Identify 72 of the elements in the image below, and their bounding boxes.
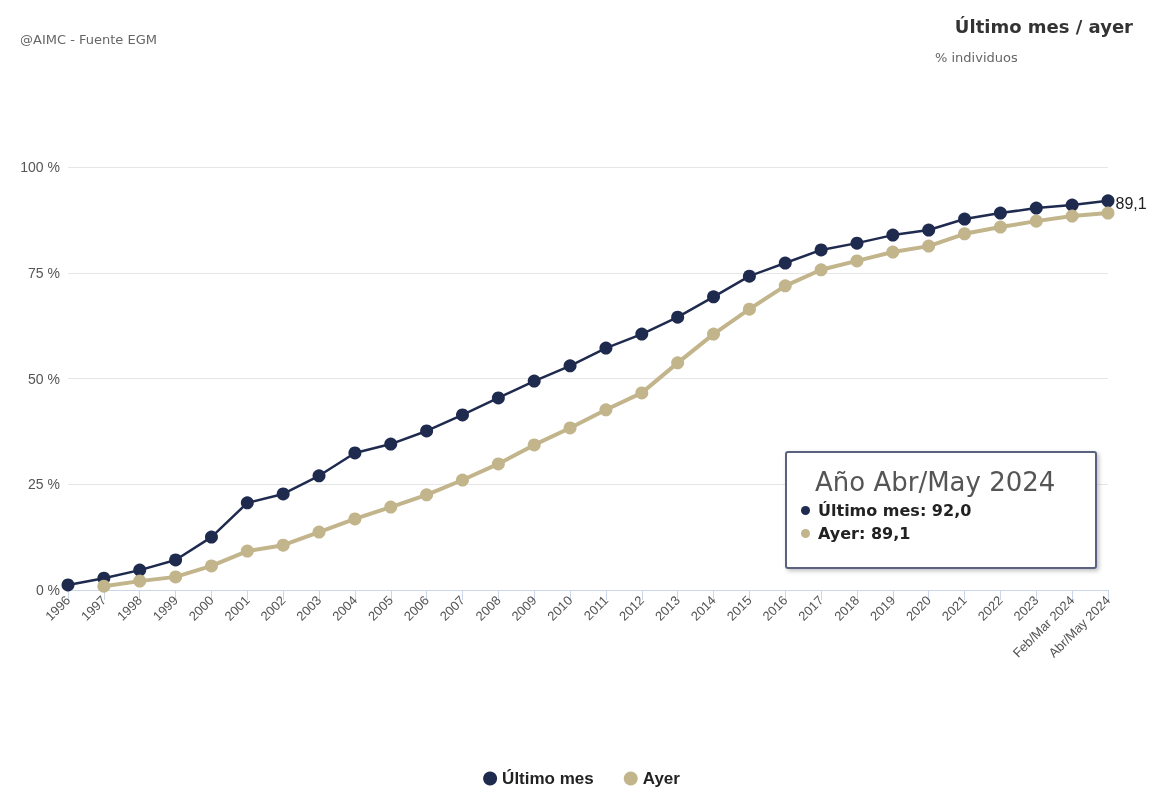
chart-title: Último mes / ayer bbox=[954, 16, 1133, 37]
point bbox=[778, 279, 792, 293]
point bbox=[563, 421, 577, 435]
point bbox=[850, 254, 864, 268]
point bbox=[204, 559, 218, 573]
legend-label: Ayer bbox=[642, 769, 681, 788]
annotation: Último mes: 92,0 bbox=[818, 501, 972, 520]
point bbox=[993, 220, 1007, 234]
point bbox=[850, 236, 864, 250]
point bbox=[169, 553, 183, 567]
point bbox=[491, 457, 505, 471]
point bbox=[1101, 206, 1115, 220]
y-tick-label: 75 % bbox=[28, 264, 60, 281]
point bbox=[814, 243, 828, 257]
point bbox=[456, 473, 469, 487]
point bbox=[169, 570, 183, 584]
point bbox=[204, 530, 218, 544]
point bbox=[707, 290, 721, 304]
point bbox=[742, 269, 756, 283]
point bbox=[384, 437, 398, 451]
y-tick-label: 50 % bbox=[28, 370, 60, 387]
chart-subtitle: % individuos bbox=[935, 50, 1018, 65]
point bbox=[1065, 198, 1079, 212]
point bbox=[922, 239, 936, 253]
point bbox=[671, 356, 685, 370]
point bbox=[1101, 194, 1115, 208]
point bbox=[778, 256, 792, 270]
point bbox=[133, 574, 147, 588]
point bbox=[886, 228, 900, 242]
point bbox=[133, 563, 147, 577]
point bbox=[671, 310, 685, 324]
point bbox=[384, 500, 398, 514]
point bbox=[312, 469, 326, 483]
point bbox=[527, 438, 541, 452]
annotation: Ayer: 89,1 bbox=[818, 524, 911, 543]
point bbox=[814, 263, 828, 277]
point bbox=[240, 544, 254, 558]
text: @AIMC - Fuente EGM bbox=[20, 32, 157, 47]
y-tick-label: 0 % bbox=[35, 582, 60, 598]
point bbox=[635, 327, 649, 341]
point bbox=[958, 227, 972, 241]
y-tick-label: 100 % bbox=[20, 159, 60, 175]
point bbox=[97, 579, 111, 593]
point bbox=[742, 302, 756, 316]
point bbox=[886, 245, 900, 259]
point bbox=[1029, 214, 1043, 228]
annotation: Año Abr/May 2024 bbox=[815, 467, 1057, 497]
point bbox=[993, 206, 1007, 220]
point bbox=[563, 359, 577, 373]
point bbox=[958, 212, 972, 226]
y-tick-label: 25 % bbox=[28, 476, 60, 493]
point bbox=[348, 446, 362, 460]
data-label: 89,1 bbox=[1115, 194, 1147, 212]
point bbox=[1065, 209, 1079, 223]
point bbox=[456, 408, 469, 422]
point bbox=[312, 525, 326, 539]
point bbox=[420, 488, 434, 502]
point bbox=[61, 578, 75, 592]
point bbox=[599, 341, 613, 355]
point bbox=[599, 403, 613, 417]
point bbox=[240, 496, 254, 510]
point bbox=[707, 327, 721, 341]
point bbox=[922, 223, 936, 237]
point bbox=[276, 487, 290, 501]
point bbox=[1029, 201, 1043, 215]
point bbox=[527, 374, 541, 388]
point bbox=[348, 512, 362, 526]
point bbox=[420, 424, 434, 438]
legend-label: Último mes bbox=[502, 769, 594, 788]
point bbox=[491, 391, 505, 405]
point bbox=[635, 386, 649, 400]
point bbox=[276, 538, 290, 552]
